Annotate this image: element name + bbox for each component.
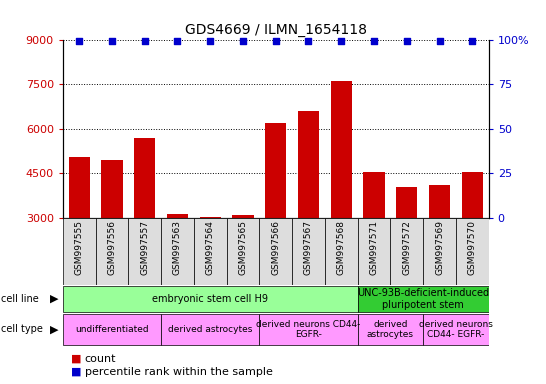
Bar (325, 218, 358, 285)
Bar (232, 215, 253, 307)
Bar (429, 185, 450, 307)
Text: GSM997564: GSM997564 (206, 220, 215, 275)
Text: GSM997567: GSM997567 (304, 220, 313, 275)
Text: GSM997569: GSM997569 (435, 220, 444, 275)
Point (337, 38, 346, 45)
Bar (259, 314, 358, 344)
Bar (63, 314, 161, 344)
Bar (292, 218, 325, 285)
Text: ■: ■ (71, 354, 81, 364)
Bar (423, 314, 489, 344)
Bar (358, 314, 423, 344)
Point (304, 38, 313, 45)
Bar (364, 172, 385, 307)
Bar (194, 218, 227, 285)
Text: GSM997555: GSM997555 (75, 220, 84, 275)
Bar (161, 314, 259, 344)
Bar (227, 218, 259, 285)
Bar (456, 218, 489, 285)
Text: GSM997572: GSM997572 (402, 220, 411, 275)
Text: GSM997571: GSM997571 (370, 220, 378, 275)
Text: UNC-93B-deficient-induced
pluripotent stem: UNC-93B-deficient-induced pluripotent st… (357, 288, 489, 310)
Bar (423, 218, 456, 285)
Bar (167, 214, 188, 307)
Bar (298, 111, 319, 307)
Bar (331, 81, 352, 307)
Title: GDS4669 / ILMN_1654118: GDS4669 / ILMN_1654118 (185, 23, 367, 37)
Bar (63, 218, 96, 285)
Text: GSM997570: GSM997570 (468, 220, 477, 275)
Text: GSM997565: GSM997565 (239, 220, 247, 275)
Text: ■: ■ (71, 367, 81, 377)
Point (435, 38, 444, 45)
Point (370, 38, 378, 45)
Text: derived
astrocytes: derived astrocytes (367, 319, 414, 339)
Bar (161, 218, 194, 285)
Text: ▶: ▶ (50, 324, 59, 334)
Bar (69, 157, 90, 307)
Bar (462, 172, 483, 307)
Text: derived neurons CD44-
EGFR-: derived neurons CD44- EGFR- (256, 319, 361, 339)
Text: GSM997556: GSM997556 (108, 220, 116, 275)
Bar (265, 123, 286, 307)
Point (108, 38, 116, 45)
Text: percentile rank within the sample: percentile rank within the sample (85, 367, 272, 377)
Text: ▶: ▶ (50, 294, 59, 304)
Bar (259, 218, 292, 285)
Bar (63, 286, 358, 312)
Bar (200, 217, 221, 307)
Point (271, 38, 280, 45)
Text: derived astrocytes: derived astrocytes (168, 325, 252, 334)
Bar (396, 187, 418, 307)
Point (173, 38, 182, 45)
Text: cell line: cell line (1, 294, 39, 304)
Text: cell type: cell type (1, 324, 43, 334)
Bar (358, 218, 390, 285)
Text: derived neurons
CD44- EGFR-: derived neurons CD44- EGFR- (419, 319, 493, 339)
Bar (390, 218, 423, 285)
Point (206, 38, 215, 45)
Bar (102, 160, 122, 307)
Bar (96, 218, 128, 285)
Bar (134, 138, 156, 307)
Point (468, 38, 477, 45)
Text: GSM997568: GSM997568 (337, 220, 346, 275)
Point (402, 38, 411, 45)
Text: count: count (85, 354, 116, 364)
Point (239, 38, 247, 45)
Point (140, 38, 149, 45)
Text: GSM997557: GSM997557 (140, 220, 149, 275)
Point (75, 38, 84, 45)
Bar (128, 218, 161, 285)
Bar (358, 286, 489, 312)
Text: GSM997563: GSM997563 (173, 220, 182, 275)
Text: GSM997566: GSM997566 (271, 220, 280, 275)
Text: undifferentiated: undifferentiated (75, 325, 149, 334)
Text: embryonic stem cell H9: embryonic stem cell H9 (152, 294, 268, 304)
